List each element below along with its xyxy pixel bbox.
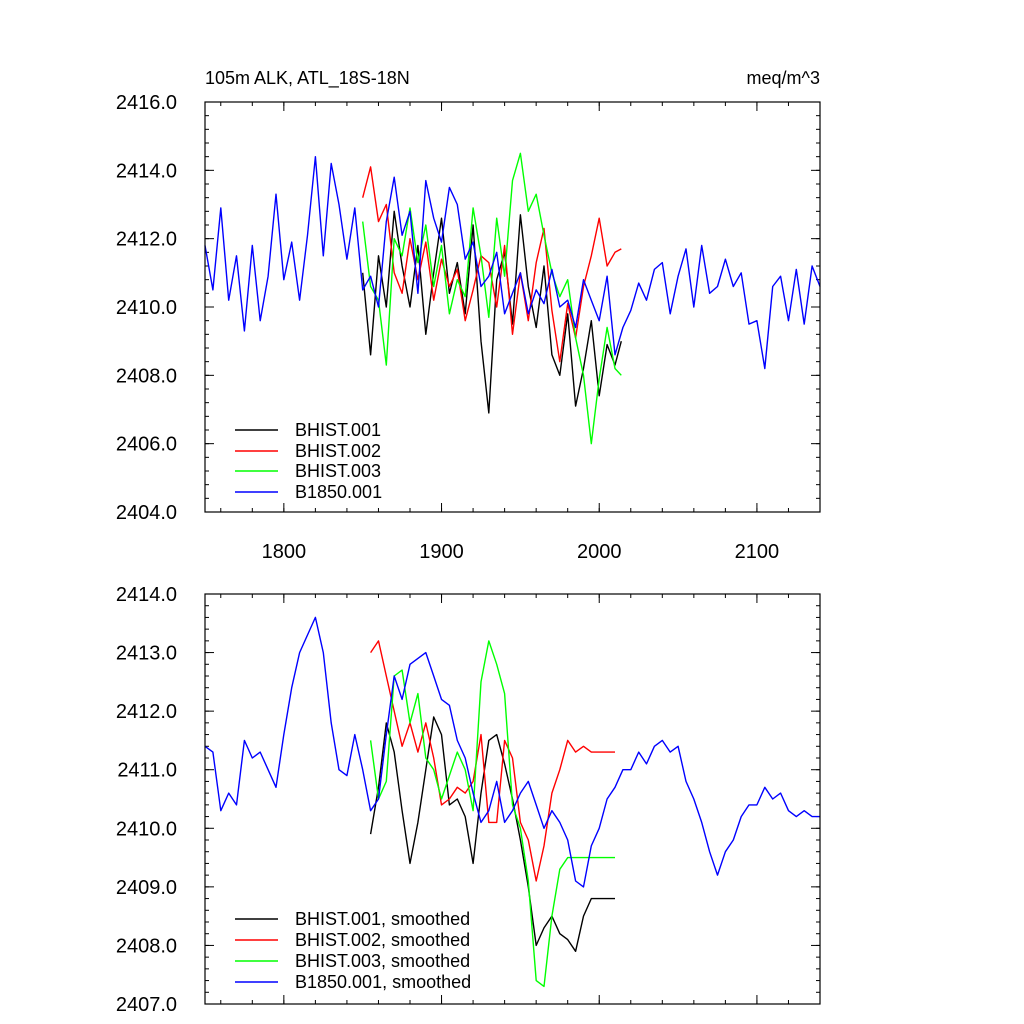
- top-axis-ticks: 2404.0 2406.0 2408.0 2410.0 2412.0 2414.0 2416…: [116, 92, 821, 563]
- series-line-bhist-001: [362, 210, 622, 414]
- series-line-bhist-001-smoothed: [369, 716, 615, 952]
- y-tick-label: 2411.0: [117, 760, 177, 782]
- top-legend: BHIST.001 BHIST.002 BHIST.003 B1850.001: [235, 420, 382, 502]
- y-tick-label: 2407.0: [116, 994, 177, 1016]
- y-tick-label: 2416.0: [116, 92, 177, 114]
- y-tick-label: 2412.0: [116, 701, 177, 723]
- legend-label-bhist001: BHIST.001: [295, 420, 381, 440]
- legend-label-bhist002-smoothed: BHIST.002, smoothed: [295, 930, 470, 950]
- x-tick-label: 2000: [577, 541, 622, 563]
- series-line-bhist-002: [362, 166, 622, 363]
- y-tick-label: 2414.0: [116, 160, 177, 182]
- top-series-lines: [204, 152, 821, 445]
- chart-title: 105m ALK, ATL_18S-18N: [205, 68, 410, 89]
- bottom-axis-ticks: 2407.0 2408.0 2409.0 2410.0 2411.0 2412.0 2413…: [116, 584, 821, 1016]
- series-line-b1850-001-smoothed: [204, 616, 820, 888]
- y-tick-label: 2408.0: [116, 935, 177, 957]
- series-line-bhist-002-smoothed: [370, 640, 615, 882]
- bottom-legend: BHIST.001, smoothed BHIST.002, smoothed …: [235, 909, 471, 992]
- y-tick-label: 2412.0: [116, 229, 177, 251]
- x-tick-label: 1900: [419, 541, 464, 563]
- bottom-series-lines: [204, 616, 820, 988]
- top-chart-panel: 105m ALK, ATL_18S-18N meq/m^3 2404.0 2406…: [116, 68, 821, 563]
- y-tick-label: 2410.0: [116, 818, 177, 840]
- legend-label-b1850001-smoothed: B1850.001, smoothed: [295, 972, 471, 992]
- bottom-chart-panel: 2407.0 2408.0 2409.0 2410.0 2411.0 2412.0 2413…: [116, 584, 821, 1016]
- legend-label-bhist003-smoothed: BHIST.003, smoothed: [295, 951, 470, 971]
- series-line-b1850-001: [204, 155, 821, 370]
- legend-label-b1850001: B1850.001: [295, 482, 382, 502]
- x-tick-label: 2100: [735, 541, 780, 563]
- bottom-plot-frame: [204, 593, 821, 1005]
- legend-label-bhist003: BHIST.003: [295, 461, 381, 481]
- y-tick-label: 2406.0: [116, 434, 177, 456]
- series-line-bhist-003: [362, 152, 622, 445]
- top-plot-frame: [204, 101, 821, 513]
- y-tick-label: 2414.0: [116, 584, 177, 606]
- y-tick-label: 2404.0: [116, 502, 177, 524]
- series-line-bhist-003-smoothed: [369, 640, 615, 988]
- y-tick-label: 2413.0: [116, 643, 177, 665]
- y-tick-label: 2410.0: [116, 297, 177, 319]
- chart-units: meq/m^3: [747, 68, 820, 88]
- legend-label-bhist001-smoothed: BHIST.001, smoothed: [295, 909, 470, 929]
- x-tick-label: 1800: [262, 541, 307, 563]
- y-tick-label: 2408.0: [116, 365, 177, 387]
- y-tick-label: 2409.0: [116, 877, 177, 899]
- legend-label-bhist002: BHIST.002: [295, 441, 381, 461]
